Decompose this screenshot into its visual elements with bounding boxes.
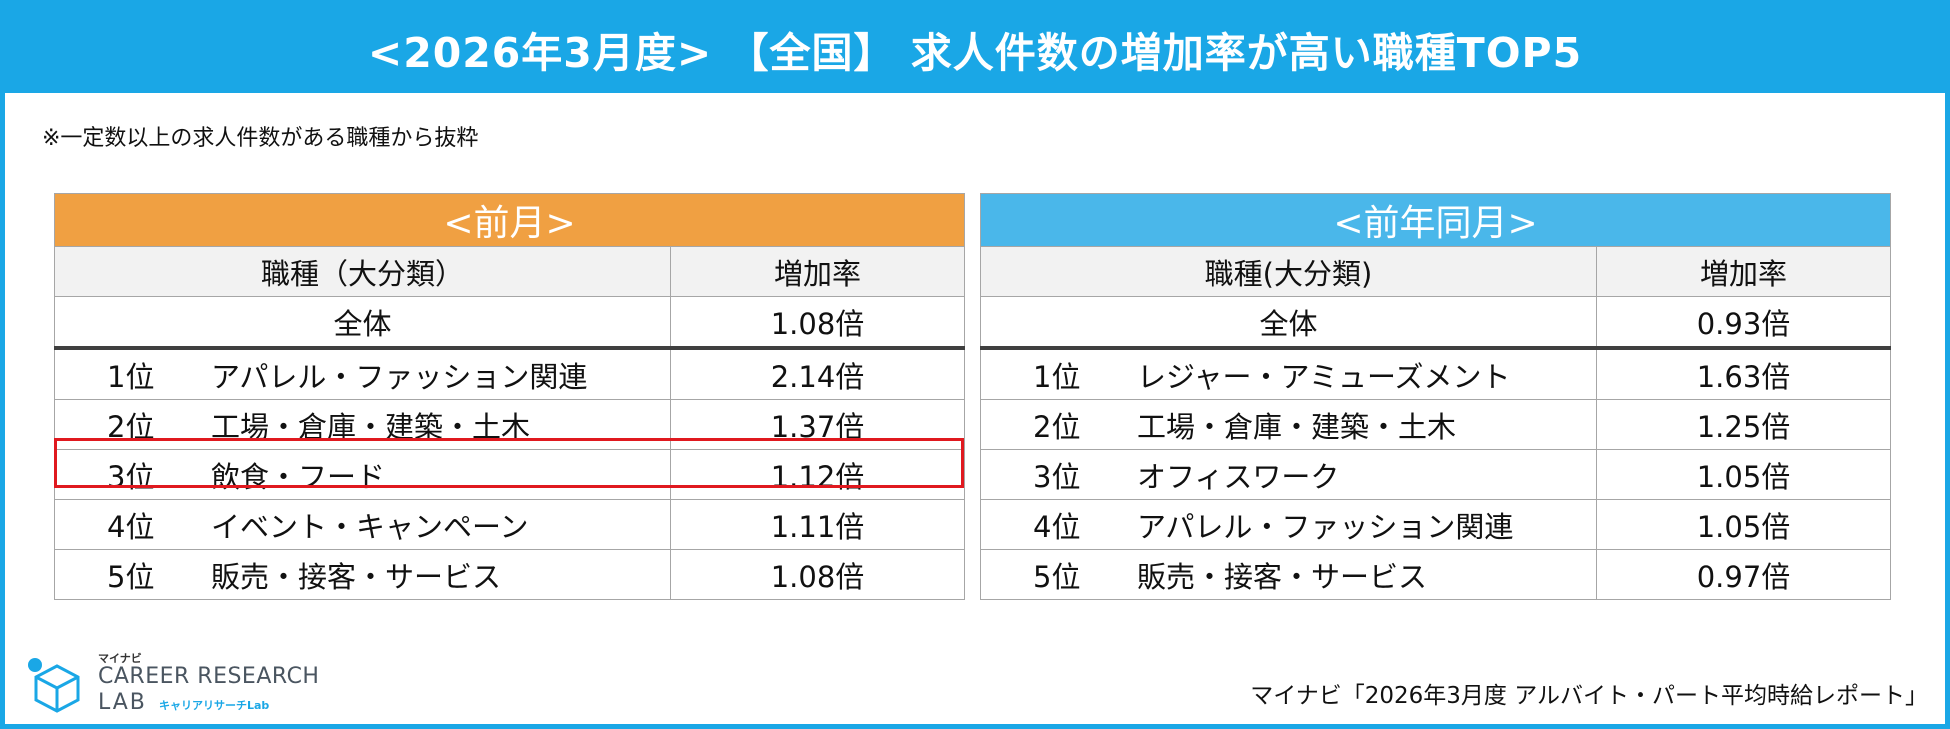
rank-label: 4位 [1033, 509, 1081, 544]
prev-month-table: <前月> 職種（大分類） 増加率 全体 1.08倍 1位 アパレル・ファッション関… [54, 193, 965, 600]
rank-label: 4位 [107, 509, 155, 544]
source-credit: マイナビ「2026年3月度 アルバイト・パート平均時給レポート」 [1250, 683, 1928, 709]
table-row: 4位 イベント・キャンペーン 1.11倍 [54, 499, 965, 550]
rank-label: 3位 [107, 459, 155, 494]
table-row: 3位 オフィスワーク 1.05倍 [980, 449, 1891, 500]
column-header-rate: 増加率 [670, 246, 965, 297]
job-name: 工場・倉庫・建築・土木 [211, 409, 531, 444]
rank-label: 1位 [107, 359, 155, 394]
prev-month-banner: <前月> [54, 193, 965, 247]
column-header-job: 職種（大分類） [54, 246, 671, 297]
logo-line1: CAREER RESEARCH [98, 664, 320, 689]
job-name: 販売・接客・サービス [1137, 559, 1428, 594]
table-row: 3位 飲食・フード 1.12倍 [54, 449, 965, 500]
rate-value: 1.11倍 [670, 499, 965, 550]
page-title: <2026年3月度> 【全国】 求人件数の増加率が高い職種TOP5 [5, 5, 1945, 93]
table-row: 2位 工場・倉庫・建築・土木 1.25倍 [980, 399, 1891, 450]
job-name: アパレル・ファッション関連 [1137, 509, 1514, 544]
career-research-lab-logo: マイナビ CAREER RESEARCH LAB キャリアリサーチLab [24, 650, 324, 720]
rank-label: 1位 [1033, 359, 1081, 394]
footnote: ※一定数以上の求人件数がある職種から抜粋 [42, 126, 479, 151]
prev-year-table: <前年同月> 職種(大分類) 増加率 全体 0.93倍 1位 レジャー・アミューズ… [980, 193, 1891, 600]
overall-label: 全体 [54, 296, 671, 350]
rank-label: 5位 [107, 559, 155, 594]
rate-value: 1.05倍 [1596, 499, 1891, 550]
rank-label: 2位 [107, 409, 155, 444]
table-row: 4位 アパレル・ファッション関連 1.05倍 [980, 499, 1891, 550]
overall-row: 全体 0.93倍 [980, 296, 1891, 350]
rate-value: 2.14倍 [670, 347, 965, 400]
table-header-row: 職種(大分類) 増加率 [980, 246, 1891, 297]
rate-value: 1.37倍 [670, 399, 965, 450]
job-name: 工場・倉庫・建築・土木 [1137, 409, 1457, 444]
prev-year-banner: <前年同月> [980, 193, 1891, 247]
brand-label: マイナビ [98, 652, 142, 665]
rate-value: 1.25倍 [1596, 399, 1891, 450]
column-header-job: 職種(大分類) [980, 246, 1597, 297]
cube-icon [28, 658, 80, 713]
table-row: 5位 販売・接客・サービス 0.97倍 [980, 549, 1891, 600]
overall-row: 全体 1.08倍 [54, 296, 965, 350]
overall-label: 全体 [980, 296, 1597, 350]
table-row: 2位 工場・倉庫・建築・土木 1.37倍 [54, 399, 965, 450]
logo-line2: LAB [98, 690, 147, 715]
rank-label: 3位 [1033, 459, 1081, 494]
column-header-rate: 増加率 [1596, 246, 1891, 297]
job-name: レジャー・アミューズメント [1137, 359, 1511, 394]
logo-kana: キャリアリサーチLab [159, 699, 270, 712]
job-name: アパレル・ファッション関連 [211, 359, 588, 394]
rate-value: 1.08倍 [670, 549, 965, 600]
rate-value: 0.97倍 [1596, 549, 1891, 600]
job-name: 飲食・フード [211, 459, 386, 494]
rate-value: 1.12倍 [670, 449, 965, 500]
rate-value: 1.63倍 [1596, 347, 1891, 400]
job-name: 販売・接客・サービス [211, 559, 502, 594]
overall-rate: 0.93倍 [1596, 296, 1891, 350]
table-row: 5位 販売・接客・サービス 1.08倍 [54, 549, 965, 600]
job-name: オフィスワーク [1137, 459, 1340, 494]
overall-rate: 1.08倍 [670, 296, 965, 350]
rank-label: 5位 [1033, 559, 1081, 594]
rank-label: 2位 [1033, 409, 1081, 444]
rate-value: 1.05倍 [1596, 449, 1891, 500]
job-name: イベント・キャンペーン [211, 509, 529, 544]
table-row: 1位 レジャー・アミューズメント 1.63倍 [980, 347, 1891, 400]
table-header-row: 職種（大分類） 増加率 [54, 246, 965, 297]
table-row: 1位 アパレル・ファッション関連 2.14倍 [54, 347, 965, 400]
